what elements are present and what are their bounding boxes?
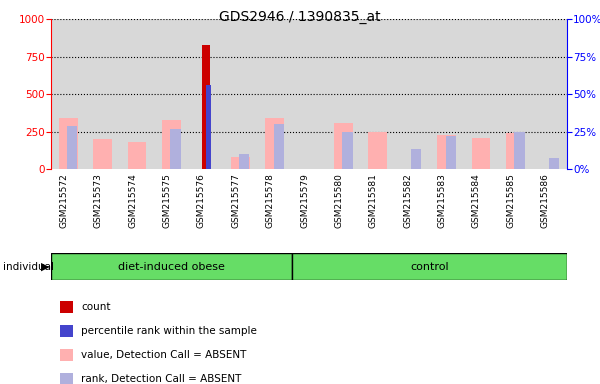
Bar xyxy=(368,131,387,169)
Text: GSM215578: GSM215578 xyxy=(266,173,275,228)
Text: GDS2946 / 1390835_at: GDS2946 / 1390835_at xyxy=(219,10,381,23)
Bar xyxy=(257,19,292,169)
Text: individual: individual xyxy=(3,262,54,272)
Bar xyxy=(533,19,567,169)
Bar xyxy=(361,19,395,169)
Text: diet-induced obese: diet-induced obese xyxy=(118,262,225,272)
Text: GSM215574: GSM215574 xyxy=(128,173,137,228)
Bar xyxy=(59,118,77,169)
Bar xyxy=(292,19,326,169)
Bar xyxy=(85,19,120,169)
Text: GSM215582: GSM215582 xyxy=(403,173,412,228)
Bar xyxy=(549,159,559,169)
Bar xyxy=(395,19,430,169)
Bar xyxy=(498,19,533,169)
Bar xyxy=(188,19,223,169)
Bar xyxy=(437,134,456,169)
Text: control: control xyxy=(410,262,449,272)
Bar xyxy=(51,253,292,280)
Text: GSM215577: GSM215577 xyxy=(231,173,240,228)
Bar xyxy=(506,133,525,169)
Bar xyxy=(446,136,456,169)
Text: GSM215583: GSM215583 xyxy=(437,173,446,228)
Text: ▶: ▶ xyxy=(41,262,49,272)
Bar xyxy=(343,131,353,169)
Bar xyxy=(93,139,112,169)
Bar xyxy=(128,142,146,169)
Text: GSM215575: GSM215575 xyxy=(163,173,172,228)
Text: percentile rank within the sample: percentile rank within the sample xyxy=(81,326,257,336)
Bar xyxy=(464,19,498,169)
Text: GSM215572: GSM215572 xyxy=(59,173,68,228)
Text: GSM215585: GSM215585 xyxy=(506,173,515,228)
Bar xyxy=(274,124,284,169)
Bar xyxy=(170,129,181,169)
Text: rank, Detection Call = ABSENT: rank, Detection Call = ABSENT xyxy=(81,374,241,384)
Text: GSM215573: GSM215573 xyxy=(94,173,103,228)
Bar xyxy=(514,131,524,169)
Text: GSM215580: GSM215580 xyxy=(334,173,343,228)
Bar xyxy=(292,253,567,280)
Bar xyxy=(206,85,211,169)
Bar xyxy=(162,120,181,169)
Bar xyxy=(239,154,250,169)
Text: GSM215581: GSM215581 xyxy=(369,173,378,228)
Bar xyxy=(223,19,257,169)
Bar xyxy=(334,122,353,169)
Bar xyxy=(326,19,361,169)
Bar xyxy=(430,19,464,169)
Bar xyxy=(472,137,490,169)
Bar xyxy=(51,19,85,169)
Bar xyxy=(265,118,284,169)
Bar xyxy=(120,19,154,169)
Bar xyxy=(154,19,188,169)
Bar xyxy=(67,126,77,169)
Text: GSM215586: GSM215586 xyxy=(541,173,550,228)
Bar xyxy=(202,45,209,169)
Bar xyxy=(231,157,250,169)
Text: GSM215584: GSM215584 xyxy=(472,173,481,228)
Text: GSM215579: GSM215579 xyxy=(300,173,309,228)
Text: GSM215576: GSM215576 xyxy=(197,173,206,228)
Text: value, Detection Call = ABSENT: value, Detection Call = ABSENT xyxy=(81,350,247,360)
Text: count: count xyxy=(81,302,110,312)
Bar xyxy=(411,149,421,169)
